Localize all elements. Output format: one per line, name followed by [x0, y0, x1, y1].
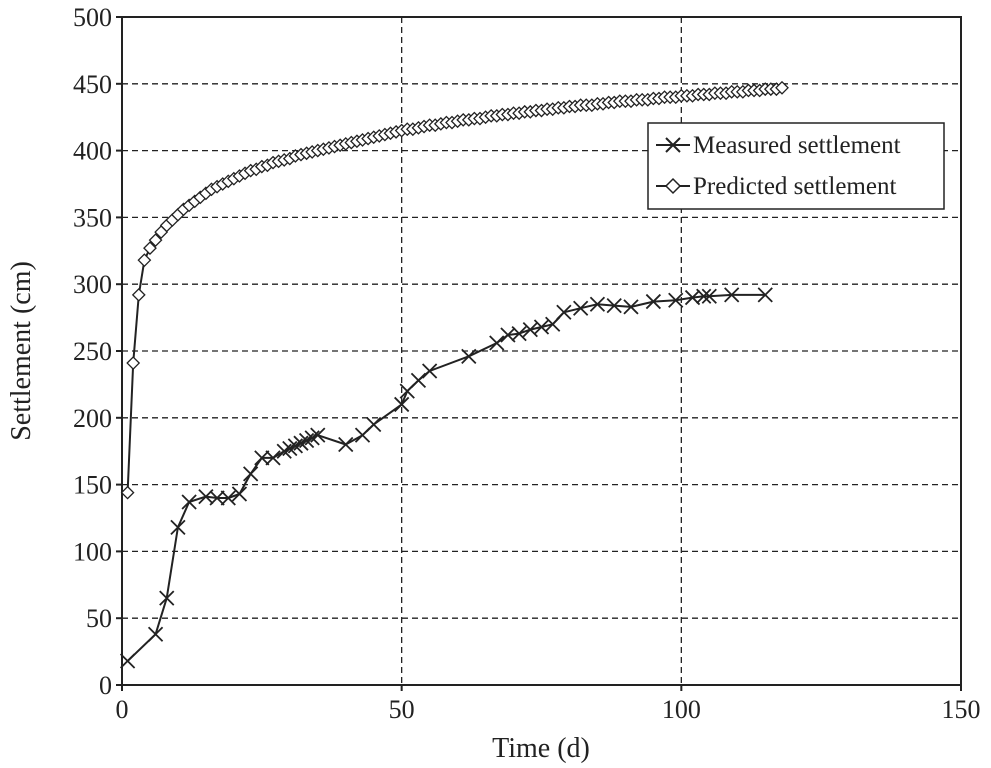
measured-point — [265, 450, 281, 466]
measured-point — [522, 321, 538, 338]
measured-point — [489, 335, 505, 351]
x-tick-label: 0 — [116, 695, 129, 724]
measured-point — [243, 466, 259, 482]
predicted-point — [137, 253, 152, 268]
measured-point — [366, 416, 382, 433]
legend-measured-label: Measured settlement — [693, 132, 901, 159]
legend-measured-marker — [665, 137, 681, 153]
y-tick-label: 50 — [86, 604, 112, 633]
measured-point — [209, 490, 225, 506]
measured-point — [696, 288, 712, 304]
predicted-point — [126, 356, 141, 370]
measured-point — [410, 372, 427, 389]
measured-point — [623, 299, 639, 315]
y-tick-label: 250 — [73, 337, 112, 366]
measured-point — [533, 319, 550, 335]
legend-predicted-label: Predicted settlement — [693, 173, 896, 200]
measured-point — [461, 348, 477, 364]
y-tick-label: 350 — [73, 203, 112, 232]
measured-point — [573, 300, 589, 316]
measured-point — [421, 363, 438, 379]
series-predicted — [120, 80, 789, 500]
measured-point — [220, 490, 236, 506]
y-axis-label: Settlement (cm) — [6, 261, 37, 441]
measured-point — [511, 325, 527, 342]
measured-point — [645, 293, 662, 310]
measured-point — [119, 653, 136, 669]
y-tick-label: 150 — [73, 471, 112, 500]
legend-box — [647, 122, 945, 210]
predicted-point — [148, 233, 163, 248]
x-axis-label: Time (d) — [492, 733, 590, 764]
measured-point — [394, 396, 410, 413]
measured-point — [556, 304, 572, 320]
y-tick-label: 400 — [73, 137, 112, 166]
measured-point — [147, 626, 164, 642]
y-tick-label: 450 — [73, 70, 112, 99]
series — [119, 80, 789, 669]
measured-point — [159, 590, 175, 606]
x-tick-label: 50 — [389, 695, 415, 724]
measured-point — [181, 494, 197, 510]
x-tick-label: 100 — [662, 695, 701, 724]
measured-point — [231, 486, 248, 502]
measured-point — [757, 287, 773, 303]
y-tick-label: 200 — [73, 404, 112, 433]
measured-point — [724, 287, 740, 303]
legend: Measured settlement Predicted settlement — [647, 122, 945, 210]
series-measured — [119, 287, 773, 669]
measured-point — [170, 519, 186, 535]
y-tick-label: 500 — [73, 3, 112, 32]
y-tick-label: 300 — [73, 270, 112, 299]
predicted-point — [775, 80, 789, 95]
measured-point — [310, 427, 326, 443]
predicted-point — [143, 241, 157, 256]
measured-point — [606, 297, 622, 314]
x-tick-label: 150 — [942, 695, 981, 724]
y-tick-label: 100 — [73, 537, 112, 566]
measured-point — [589, 296, 606, 312]
measured-settlement-line — [126, 293, 766, 662]
measured-point — [254, 450, 270, 466]
legend-predicted-marker — [664, 177, 682, 195]
predicted-point — [131, 287, 146, 302]
predicted-point — [120, 485, 135, 500]
y-tick-label: 0 — [99, 671, 112, 700]
axis-ticks: 0 50 100 150 200 250 300 350 400 450 500 0 50 100 150 — [73, 3, 981, 724]
measured-point — [668, 292, 684, 308]
measured-point — [338, 436, 354, 453]
measured-point — [701, 288, 717, 304]
